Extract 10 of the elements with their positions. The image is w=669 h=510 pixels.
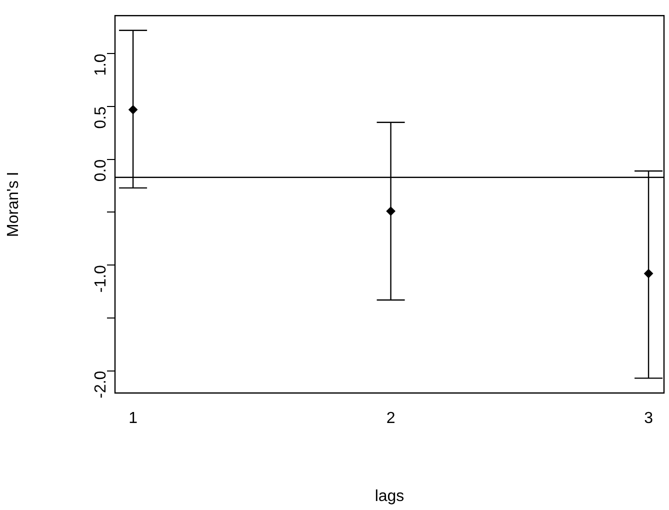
x-tick-label: 1 <box>128 410 138 428</box>
x-tick-label: 3 <box>644 410 654 428</box>
x-tick-label: 2 <box>386 410 396 428</box>
y-axis-title: Moran's I <box>5 172 22 237</box>
y-tick-label: -2.0 <box>92 370 110 398</box>
y-tick-label: 0.5 <box>92 106 110 129</box>
x-axis-title: lags <box>374 488 404 505</box>
y-tick-label: 1.0 <box>92 54 110 76</box>
y-tick-label: 0.0 <box>92 159 110 182</box>
y-tick-label: -1.0 <box>92 264 110 293</box>
